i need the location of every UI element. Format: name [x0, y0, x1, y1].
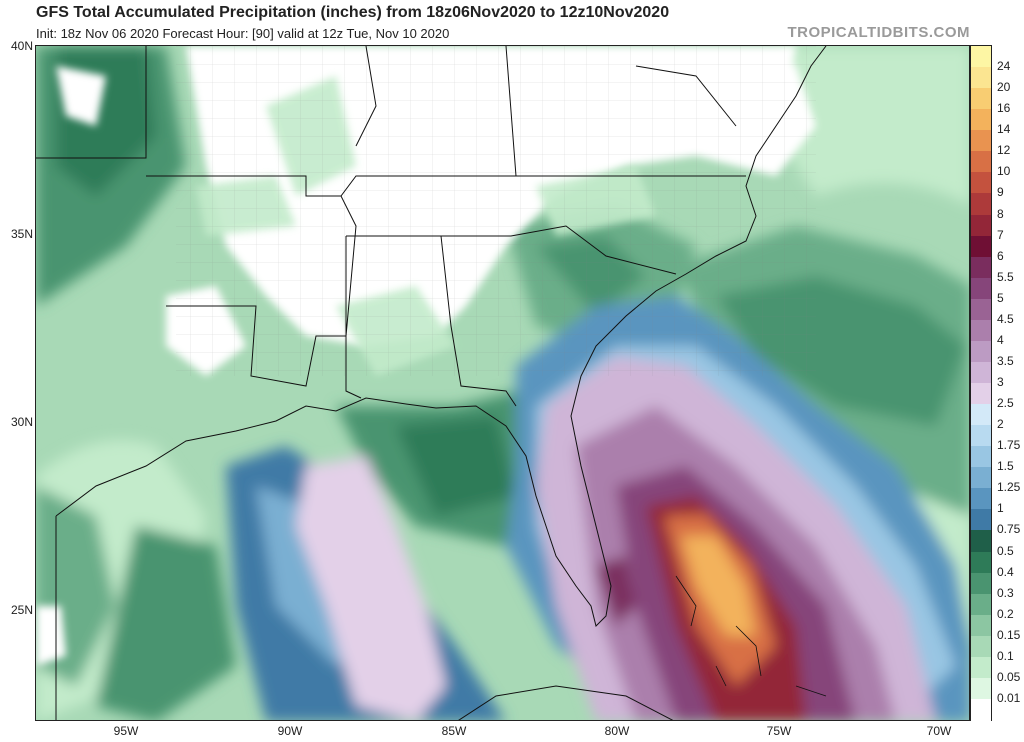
- colorbar-swatch: [971, 614, 991, 637]
- colorbar-swatch: [971, 172, 991, 194]
- colorbar-swatch: [971, 151, 991, 173]
- precipitation-map: [35, 45, 970, 721]
- colorbar-swatch: [971, 298, 991, 321]
- colorbar-label: 0.2: [997, 606, 1014, 621]
- colorbar-swatch: [971, 467, 991, 489]
- colorbar-label: 3: [997, 375, 1004, 389]
- colorbar-swatch: [971, 593, 991, 616]
- lon-label-85w: 85W: [441, 724, 467, 738]
- lon-label-70w: 70W: [926, 724, 952, 738]
- colorbar-label: 10: [997, 164, 1011, 179]
- colorbar-label: 14: [997, 122, 1011, 137]
- colorbar-swatch: [971, 67, 991, 89]
- colorbar-swatch: [971, 530, 991, 552]
- colorbar-swatch: [971, 698, 991, 721]
- colorbar-label: 7: [997, 227, 1004, 242]
- colorbar-label: 12: [997, 143, 1011, 158]
- colorbar-swatch: [971, 635, 991, 658]
- colorbar-label: 1.25: [997, 480, 1021, 495]
- colorbar-swatch: [971, 509, 991, 531]
- colorbar-swatch: [971, 277, 991, 300]
- colorbar-swatch: [971, 404, 991, 426]
- colorbar-swatch: [971, 656, 991, 679]
- colorbar-label: 0.1: [997, 648, 1014, 663]
- colorbar-swatch: [971, 383, 991, 405]
- colorbar-swatch: [971, 214, 991, 237]
- colorbar-swatch: [971, 256, 991, 279]
- colorbar-label: 3.5: [997, 353, 1014, 368]
- brand-watermark: TROPICALTIDBITS.COM: [787, 24, 970, 41]
- colorbar-label: 2: [997, 417, 1004, 432]
- precipitation-field: [36, 46, 969, 720]
- colorbar-label: 24: [997, 59, 1011, 74]
- colorbar-label: 9: [997, 185, 1004, 200]
- colorbar-swatch: [971, 572, 991, 595]
- colorbar-label: 0.75: [997, 522, 1021, 537]
- colorbar-label: 0.4: [997, 564, 1014, 579]
- colorbar-label: 5.5: [997, 269, 1014, 284]
- colorbar-label: 5: [997, 290, 1004, 305]
- lat-label-30n: 30N: [10, 415, 33, 429]
- lon-label-75w: 75W: [766, 724, 792, 738]
- colorbar-swatch: [971, 361, 991, 384]
- colorbar-label: 0.01: [997, 690, 1021, 705]
- colorbar-swatch: [971, 488, 991, 510]
- lon-label-95w: 95W: [113, 724, 139, 738]
- colorbar-swatch: [971, 235, 991, 258]
- colorbar-label: 0.5: [997, 543, 1014, 558]
- colorbar-label: 1: [997, 501, 1004, 516]
- lat-label-25n: 25N: [10, 603, 33, 617]
- map-title: GFS Total Accumulated Precipitation (inc…: [36, 4, 670, 21]
- colorbar-label: 2.5: [997, 396, 1014, 411]
- colorbar-swatch: [971, 130, 991, 152]
- colorbar-swatch: [971, 551, 991, 574]
- colorbar-label: 16: [997, 101, 1011, 116]
- lat-label-35n: 35N: [10, 227, 33, 241]
- colorbar-swatch: [971, 109, 991, 131]
- colorbar-label: 1.5: [997, 459, 1014, 474]
- lon-label-80w: 80W: [604, 724, 630, 738]
- colorbar-label: 1.75: [997, 438, 1021, 453]
- colorbar-label: 0.15: [997, 627, 1021, 642]
- colorbar-swatch: [971, 88, 991, 110]
- colorbar-label: 6: [997, 248, 1004, 263]
- colorbar-swatch: [971, 193, 991, 215]
- lon-label-90w: 90W: [277, 724, 303, 738]
- colorbar-swatch: [971, 340, 991, 363]
- colorbar-label: 4: [997, 332, 1004, 347]
- lat-label-40n: 40N: [10, 39, 33, 53]
- colorbar: [970, 45, 992, 721]
- colorbar-label: 0.05: [997, 669, 1021, 684]
- colorbar-label: 0.3: [997, 585, 1014, 600]
- colorbar-swatch: [971, 677, 991, 700]
- forecast-info: Init: 18z Nov 06 2020 Forecast Hour: [90…: [36, 26, 450, 41]
- colorbar-label: 20: [997, 80, 1011, 95]
- colorbar-label: 8: [997, 206, 1004, 221]
- colorbar-swatch: [971, 425, 991, 447]
- colorbar-label: 4.5: [997, 311, 1014, 326]
- colorbar-swatch: [971, 319, 991, 342]
- colorbar-swatch: [971, 446, 991, 468]
- colorbar-swatch: [971, 46, 991, 68]
